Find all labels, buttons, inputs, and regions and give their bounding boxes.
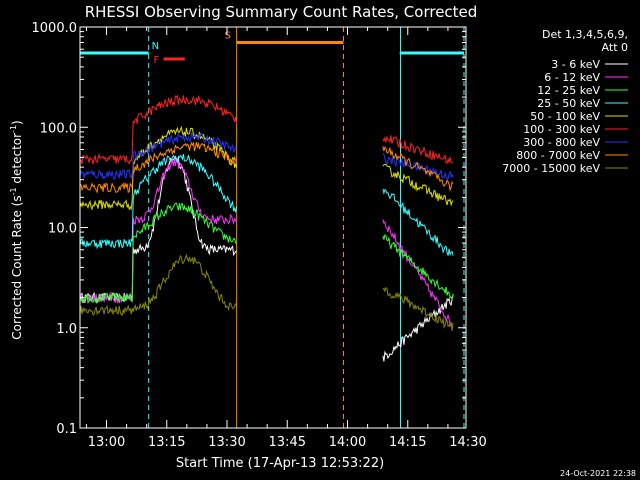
series-line-a-5 [79,94,238,165]
legend-header-0: Det 1,3,4,5,6,9, [542,28,628,41]
y-axis-label-mid: detector [10,133,24,188]
series-line-b-3 [382,188,454,257]
y-axis-label-main: Corrected Count Rate (s [10,195,24,339]
legend-label-6: 300 - 800 keV [523,136,600,149]
legend-label-0: 3 - 6 keV [551,58,600,71]
x-tick-label-1: 13:15 [148,435,185,450]
series-line-a-7 [79,141,238,194]
series-line-a-8 [79,253,238,316]
legend-label-4: 50 - 100 keV [530,110,600,123]
legend-header-1: Att 0 [602,41,628,54]
legend-label-7: 800 - 7000 keV [516,149,600,162]
axes: 1000.0 100.0 10.0 1.0 0.1 13:00 13:15 13:30 13:4… [32,21,487,450]
series-line-b-1 [382,219,454,329]
series-line-a-1 [79,157,238,304]
x-tick-label-0: 13:00 [88,435,125,450]
flag-label-F: F [154,55,160,66]
legend-label-1: 6 - 12 keV [544,71,600,84]
series-line-b-5 [382,135,454,164]
y-axis-label-sup1: -1 [9,187,18,195]
legend-label-8: 7000 - 15000 keV [502,162,600,175]
x-tick-label-4: 14:00 [329,435,366,450]
y-axis-label-sup2: -1 [9,125,18,133]
series-line-b-8 [382,287,454,331]
series-line-b-0 [382,294,454,362]
legend-label-2: 12 - 25 keV [537,84,600,97]
x-tick-label-3: 13:45 [269,435,306,450]
y-axis-label: Corrected Count Rate (s-1 detector-1) [9,120,24,339]
series-line-b-7 [382,146,454,192]
x-tick-label-6: 14:30 [449,435,486,450]
series-line-a-2 [79,202,237,304]
x-tick-label-2: 13:30 [208,435,245,450]
x-tick-label-5: 14:15 [389,435,426,450]
y-axis-label-end: ) [10,120,24,125]
footer-date: 24-Oct-2021 22:38 [560,469,636,478]
series-line-b-4 [382,163,454,207]
flag-label-S: S [225,31,231,42]
y-tick-label-3: 1.0 [56,322,77,337]
legend-label-5: 100 - 300 keV [523,123,600,136]
legend-label-3: 25 - 50 keV [537,97,600,110]
series-line-a-6 [79,132,238,181]
chart-title: RHESSI Observing Summary Count Rates, Co… [85,3,478,21]
y-tick-label-1: 100.0 [40,121,77,136]
series-line-b-6 [382,153,454,180]
flag-label-N: N [152,41,159,52]
x-axis-label: Start Time (17-Apr-13 12:53:22) [176,456,384,471]
y-tick-label-0: 1000.0 [32,21,78,36]
series-line-b-2 [382,234,454,300]
y-tick-label-4: 0.1 [56,422,77,437]
series-line-a-3 [79,153,238,250]
svg-text:Corrected Count Rate (s-1 dete: Corrected Count Rate (s-1 detector-1) [9,120,24,339]
y-tick-label-2: 10.0 [48,222,77,237]
